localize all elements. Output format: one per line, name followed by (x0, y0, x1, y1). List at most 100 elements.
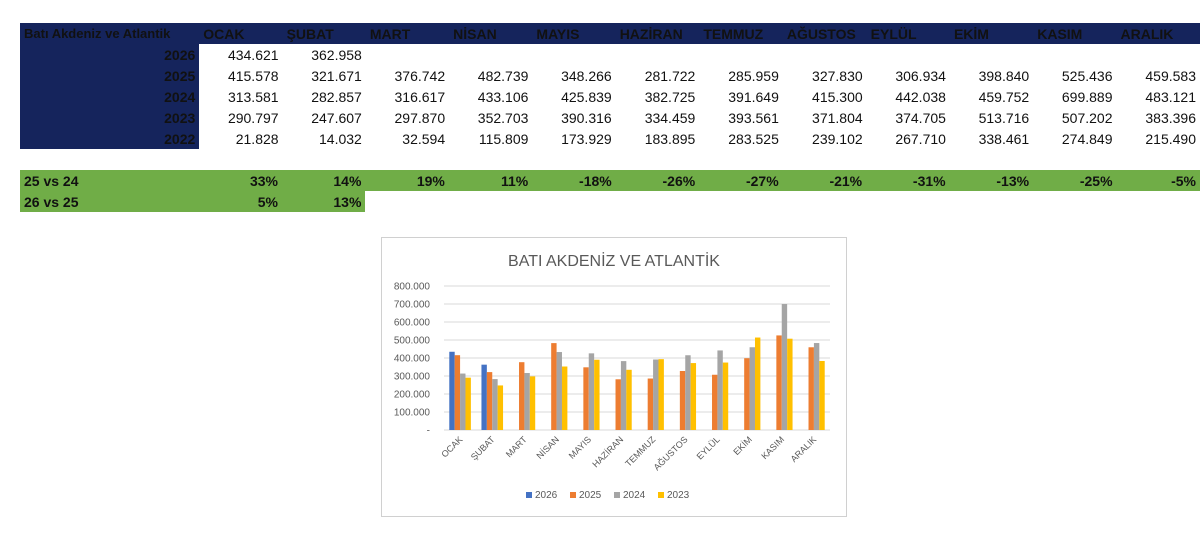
bar-2025 (583, 367, 589, 430)
x-tick-label: AĞUSTOS (652, 434, 690, 472)
bar-2023 (754, 337, 761, 430)
bar-2023 (787, 338, 793, 430)
year-cell: 2024 (20, 86, 200, 107)
value-cell: 699.889 (1061, 88, 1113, 105)
empty-cell (1116, 191, 1200, 212)
chart-container: BATI AKDENİZ VE ATLANTİK - 100.000 200.000 3… (381, 237, 847, 517)
bar-2023 (497, 385, 504, 430)
value-cell: 173.929 (561, 130, 612, 147)
value-cell: 306.934 (895, 67, 946, 84)
bar-2023 (626, 369, 632, 430)
bar-2025 (744, 358, 750, 430)
value-cell: 285.959 (728, 67, 779, 84)
value-cell: 415.300 (812, 88, 863, 105)
percent-cell: -13% (949, 170, 1034, 191)
empty-cell (448, 191, 533, 212)
value-cell: 442.038 (895, 88, 946, 105)
month-header: HAZİRAN (615, 23, 700, 44)
legend-label: 2025 (579, 490, 602, 501)
value-cell: 362.958 (311, 46, 362, 63)
bar-2023 (819, 360, 825, 430)
y-tick-label: 500.000 (394, 336, 431, 347)
y-tick-label: 800.000 (394, 282, 431, 293)
chart-title: BATI AKDENİZ VE ATLANTİK (508, 251, 720, 270)
empty-cell (866, 191, 950, 212)
y-tick-label: 600.000 (394, 318, 431, 329)
value-cell: 382.725 (644, 88, 696, 105)
bar-2024 (524, 373, 530, 430)
bar-2026 (449, 351, 455, 430)
value-cell: 483.121 (1145, 88, 1196, 105)
bar-2023 (529, 376, 536, 430)
empty-cell (615, 191, 700, 212)
percent-cell: 5% (198, 191, 282, 212)
table-row: 2025 415.578 321.671 376.742 482.739 348.266 2… (20, 65, 1200, 86)
value-cell: 282.857 (311, 88, 362, 105)
empty-cell (365, 191, 449, 212)
bar-2024 (620, 361, 627, 430)
bar-chart: BATI AKDENİZ VE ATLANTİK - 100.000 200.000 3… (394, 251, 830, 501)
bar-2025 (615, 379, 621, 430)
value-cell: 352.703 (477, 109, 529, 126)
value-cell (1117, 44, 1200, 65)
x-tick-label: EKİM (731, 434, 754, 457)
month-header: EKİM (949, 23, 1034, 44)
empty-cell (532, 191, 616, 212)
percent-cell: -21% (782, 170, 867, 191)
legend-label: 2023 (667, 490, 690, 501)
comparison-row: 26 vs 25 5% 13% (20, 191, 1200, 212)
percent-cell: -31% (866, 170, 950, 191)
bar-2024 (588, 353, 595, 430)
y-tick-label: 400.000 (394, 354, 431, 365)
value-cell: 459.752 (978, 88, 1030, 105)
month-header: EYLÜL (866, 23, 950, 44)
value-cell: 32.594 (402, 130, 446, 147)
year-cell: 2026 (20, 44, 200, 65)
legend-swatch (658, 492, 664, 498)
value-cell (699, 44, 783, 65)
value-cell: 21.828 (235, 130, 279, 147)
legend-swatch (570, 492, 576, 498)
value-cell: 334.459 (644, 109, 696, 126)
x-tick-label: MART (504, 434, 529, 459)
bar-2025 (712, 374, 718, 430)
value-cell: 267.710 (895, 130, 946, 147)
x-tick-label: KASIM (759, 434, 786, 461)
value-cell: 313.581 (227, 88, 279, 105)
value-cell (867, 44, 950, 65)
percent-cell: -18% (532, 170, 616, 191)
value-cell: 348.266 (561, 67, 612, 84)
value-cell: 247.607 (311, 109, 362, 126)
percent-cell: -25% (1033, 170, 1117, 191)
value-cell: 327.830 (812, 67, 863, 84)
bar-2023 (594, 359, 600, 430)
value-cell: 425.839 (561, 88, 612, 105)
value-cell: 239.102 (812, 130, 863, 147)
value-cell (616, 44, 700, 65)
month-header: ARALIK (1116, 23, 1200, 44)
month-header: ŞUBAT (282, 23, 366, 44)
percent-cell: 11% (448, 170, 533, 191)
value-cell: 525.436 (1061, 67, 1113, 84)
x-tick-label: NİSAN (534, 434, 561, 461)
bar-2023 (690, 363, 697, 430)
comparison-label: 25 vs 24 (20, 170, 199, 191)
x-tick-label: HAZİRAN (590, 434, 625, 469)
value-cell: 316.617 (394, 88, 446, 105)
value-cell: 482.739 (477, 67, 529, 84)
x-tick-label: ARALIK (789, 434, 819, 464)
bar-2024 (460, 373, 466, 430)
y-tick-label: 300.000 (394, 372, 431, 383)
value-cell: 183.895 (644, 130, 696, 147)
value-cell: 376.742 (394, 67, 446, 84)
table-row: 2023 290.797 247.607 297.870 352.703 390.316 3… (20, 107, 1200, 128)
empty-cell (1033, 191, 1117, 212)
x-tick-label: MAYIS (567, 434, 593, 460)
month-header: TEMMUZ (699, 23, 783, 44)
bar-2025 (679, 370, 686, 430)
value-cell: 374.705 (895, 109, 946, 126)
value-cell: 415.578 (227, 67, 279, 84)
bar-2025 (454, 355, 461, 430)
value-cell (366, 44, 449, 65)
percent-cell: -5% (1116, 170, 1200, 191)
